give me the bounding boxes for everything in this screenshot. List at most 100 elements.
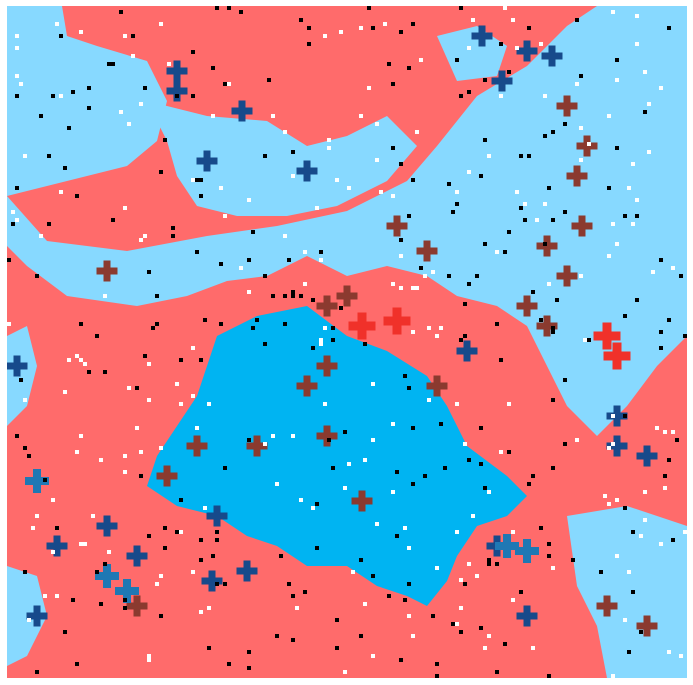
black-dot [543,134,547,138]
black-dot [147,270,151,274]
black-dot [51,94,55,98]
dark-red-cluster-17 [523,295,531,317]
black-dot [667,318,671,322]
black-dot [215,530,219,534]
black-dot [111,62,115,66]
black-dot [495,562,499,566]
light-blue-region-0 [7,6,167,196]
black-dot [639,630,643,634]
white-dot [663,430,667,434]
black-dot [199,194,203,198]
black-dot [291,594,295,598]
black-dot [239,10,243,14]
white-dot [31,526,35,530]
black-dot [343,430,347,434]
dark-red-cluster-3 [578,215,586,237]
white-dot [291,434,295,438]
black-dot [403,374,407,378]
black-dot [95,334,99,338]
black-dot [467,458,471,462]
black-dot [399,238,403,242]
black-dot [483,138,487,142]
black-dot [35,670,39,674]
black-dot [291,150,295,154]
black-dot [139,474,143,478]
black-dot [575,18,579,22]
navy-cluster-5 [173,80,181,102]
black-dot [211,66,215,70]
black-dot [623,314,627,318]
black-dot [291,294,295,298]
black-dot [399,30,403,34]
black-dot [47,154,51,158]
black-dot [251,326,255,330]
white-dot [347,186,351,190]
black-dot [171,234,175,238]
black-dot [467,282,471,286]
black-dot [475,274,479,278]
white-dot [495,250,499,254]
black-dot [311,298,315,302]
white-dot [123,34,127,38]
white-dot [39,234,43,238]
black-dot [487,558,491,562]
black-dot [327,438,331,442]
white-dot [659,542,663,546]
white-dot [283,234,287,238]
navy-cluster-13 [613,435,621,457]
navy-cluster-12 [643,445,651,467]
white-dot [415,130,419,134]
dark-red-cluster-23 [573,165,581,187]
black-dot [547,674,551,678]
white-dot [167,62,171,66]
white-dot [315,206,319,210]
black-dot [291,290,295,294]
white-dot [615,78,619,82]
white-dot [635,42,639,46]
navy-cluster-19 [213,505,221,527]
black-dot [587,338,591,342]
white-dot [671,266,675,270]
white-dot [611,222,615,226]
white-dot [223,214,227,218]
black-dot [551,466,555,470]
white-dot [471,18,475,22]
black-dot [507,230,511,234]
white-dot [51,550,55,554]
black-dot [263,342,267,346]
navy-cluster-20 [523,605,531,627]
white-dot [127,122,131,126]
dark-red-cluster-21 [133,595,141,617]
white-dot [139,102,143,106]
white-dot [579,274,583,278]
black-dot [315,502,319,506]
black-dot [263,154,267,158]
white-dot [683,530,687,534]
black-dot [299,294,303,298]
black-dot [411,178,415,182]
white-dot [667,650,671,654]
dark-red-cluster-7 [323,295,331,317]
white-dot [467,562,471,566]
white-dot [147,398,151,402]
white-dot [271,434,275,438]
white-dot [199,610,203,614]
black-dot [551,130,555,134]
black-dot [331,466,335,470]
white-dot [159,22,163,26]
black-dot [615,146,619,150]
black-dot [175,530,179,534]
white-dot [379,190,383,194]
black-dot [71,598,75,602]
white-dot [339,30,343,34]
black-dot [563,210,567,214]
white-dot [227,82,231,86]
black-dot [435,674,439,678]
white-dot [639,534,643,538]
white-dot [343,670,347,674]
black-dot [551,326,555,330]
white-dot [51,498,55,502]
white-dot [487,634,491,638]
white-dot [191,394,195,398]
black-dot [579,74,583,78]
